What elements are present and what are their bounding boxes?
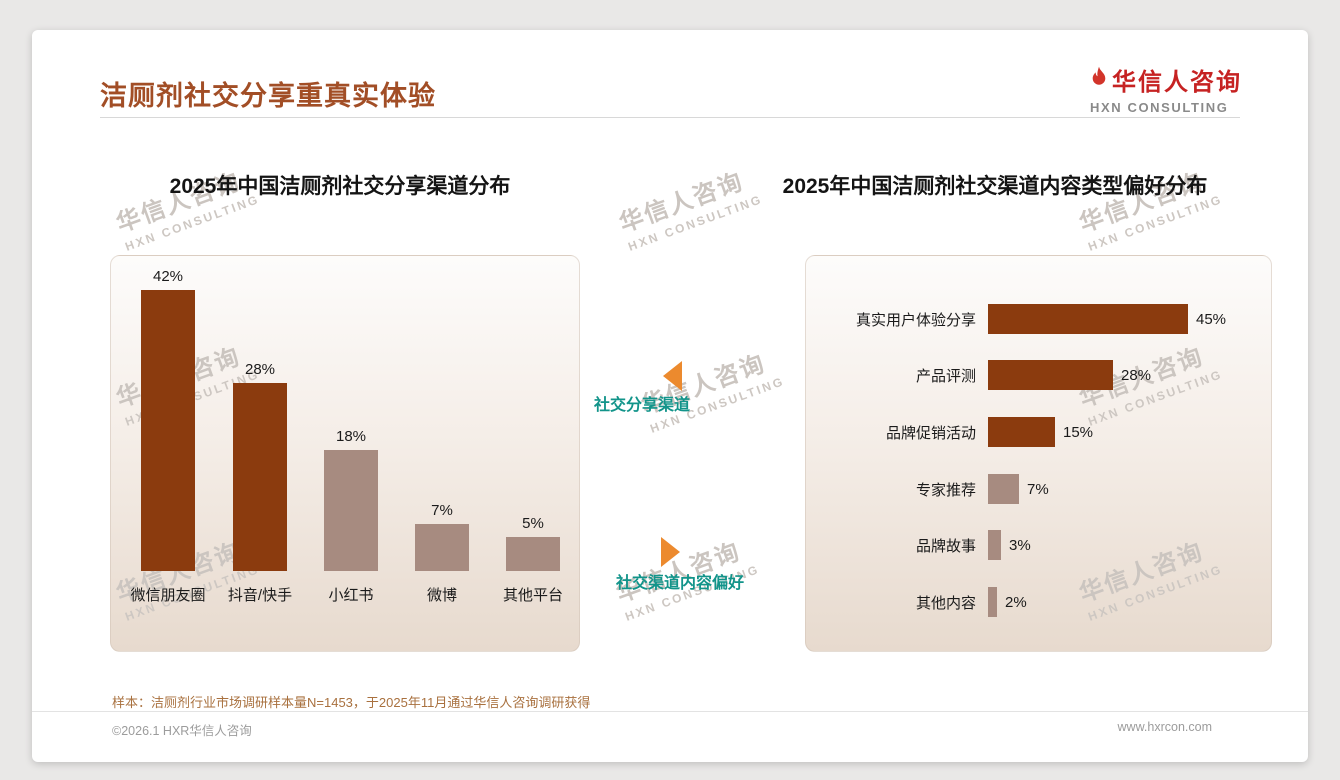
bar-category-label: 品牌故事: [915, 537, 976, 555]
logo-cn-text: 华信人咨询: [1112, 69, 1242, 96]
left-chart-plot: 42% 微信朋友圈 28% 抖音/快手 18% 小红书 7% 微博 5% 其他平台: [111, 256, 579, 651]
chart-row: 其他内容 2%: [806, 587, 1263, 617]
bar: [988, 587, 997, 617]
chart-row: 品牌促销活动 15%: [806, 417, 1263, 447]
bar: [506, 537, 560, 571]
bar-value-label: 15%: [1063, 423, 1094, 441]
bar: [324, 450, 378, 571]
bar-category-label: 其他平台: [502, 587, 563, 604]
bar-category-label: 抖音/快手: [227, 587, 293, 604]
bar-category-label: 产品评测: [915, 367, 976, 385]
flame-icon: [1090, 66, 1108, 94]
footer-divider: [32, 711, 1308, 712]
bar: [988, 530, 1001, 560]
bar: [141, 290, 195, 571]
chart-row: 产品评测 28%: [806, 360, 1263, 390]
bar-value-label: 3%: [1009, 536, 1031, 554]
footer-copyright: ©2026.1 HXR华信人咨询: [112, 724, 252, 738]
bar-column: 28%: [233, 361, 287, 571]
right-chart-title: 2025年中国洁厕剂社交渠道内容类型偏好分布: [782, 175, 1208, 198]
arrow-right-icon: [661, 537, 680, 567]
right-chart-tag: 社交渠道内容偏好: [615, 575, 744, 592]
sample-note: 样本：洁厕剂行业市场调研样本量N=1453，于2025年11月通过华信人咨询调研…: [112, 695, 591, 710]
chart-row: 品牌故事 3%: [806, 530, 1263, 560]
bar-category-label: 品牌促销活动: [885, 424, 976, 442]
bar: [233, 383, 287, 571]
bar-value-label: 18%: [335, 428, 367, 445]
bar: [988, 474, 1019, 504]
title-divider: [100, 117, 1240, 118]
footer-url: www.hxrcon.com: [1117, 720, 1212, 734]
bar-category-label: 专家推荐: [915, 481, 976, 499]
bar: [988, 304, 1188, 334]
bar-category-label: 微博: [426, 587, 457, 604]
bar-category-label: 其他内容: [915, 594, 976, 612]
left-chart-panel: 42% 微信朋友圈 28% 抖音/快手 18% 小红书 7% 微博 5% 其他平台: [110, 255, 580, 652]
chart-row: 真实用户体验分享 45%: [806, 304, 1263, 334]
bar-value-label: 7%: [431, 502, 453, 519]
watermark-en-text: HXN CONSULTING: [1086, 192, 1225, 254]
bar-value-label: 28%: [244, 361, 276, 378]
bar-category-label: 小红书: [328, 587, 374, 604]
bar-value-label: 28%: [1121, 366, 1152, 384]
bar-column: 7%: [415, 502, 469, 571]
bar-column: 5%: [506, 515, 560, 571]
bar-column: 42%: [141, 268, 195, 571]
chart-row: 专家推荐 7%: [806, 474, 1263, 504]
watermark-en-text: HXN CONSULTING: [123, 192, 262, 254]
bar-value-label: 45%: [1196, 310, 1227, 328]
brand-logo: 华信人咨询 HXN CONSULTING: [1090, 62, 1242, 115]
watermark-en-text: HXN CONSULTING: [626, 192, 765, 254]
bar: [988, 417, 1055, 447]
bar-column: 18%: [324, 428, 378, 571]
bar-value-label: 42%: [152, 268, 184, 285]
logo-en-text: HXN CONSULTING: [1090, 100, 1229, 115]
right-chart-panel: 真实用户体验分享 45% 产品评测 28% 品牌促销活动 15% 专家推荐 7% 品牌故事 3% 其…: [805, 255, 1272, 652]
bar-value-label: 5%: [522, 515, 544, 532]
bar-value-label: 2%: [1005, 593, 1027, 611]
bar-value-label: 7%: [1027, 480, 1049, 498]
bar: [415, 524, 469, 571]
watermark-cn-text: 华信人咨询: [612, 537, 745, 608]
arrow-left-icon: [663, 361, 682, 391]
left-chart-tag: 社交分享渠道: [593, 397, 690, 414]
slide-card: 华信人咨询 HXN CONSULTING 华信人咨询 HXN CONSULTING 华信…: [32, 30, 1308, 762]
bar: [988, 360, 1113, 390]
right-chart-plot: 真实用户体验分享 45% 产品评测 28% 品牌促销活动 15% 专家推荐 7% 品牌故事 3% 其…: [806, 256, 1271, 651]
left-chart-title: 2025年中国洁厕剂社交分享渠道分布: [169, 175, 511, 198]
bar-category-label: 真实用户体验分享: [855, 311, 976, 329]
logo-row: 华信人咨询: [1090, 62, 1242, 97]
page-title: 洁厕剂社交分享重真实体验: [100, 81, 436, 111]
bar-category-label: 微信朋友圈: [130, 587, 206, 604]
